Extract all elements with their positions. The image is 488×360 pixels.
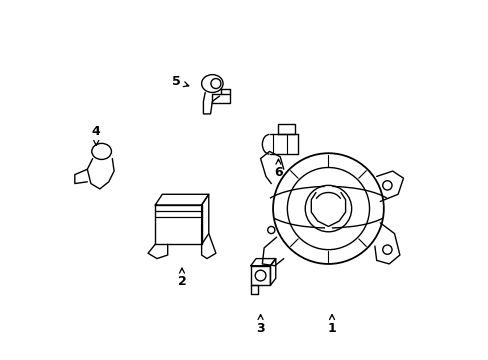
- Text: 4: 4: [92, 125, 101, 145]
- Text: 2: 2: [177, 268, 186, 288]
- Text: 5: 5: [172, 75, 188, 88]
- Text: 3: 3: [256, 315, 264, 335]
- Text: 6: 6: [274, 159, 282, 179]
- Text: 1: 1: [327, 315, 336, 335]
